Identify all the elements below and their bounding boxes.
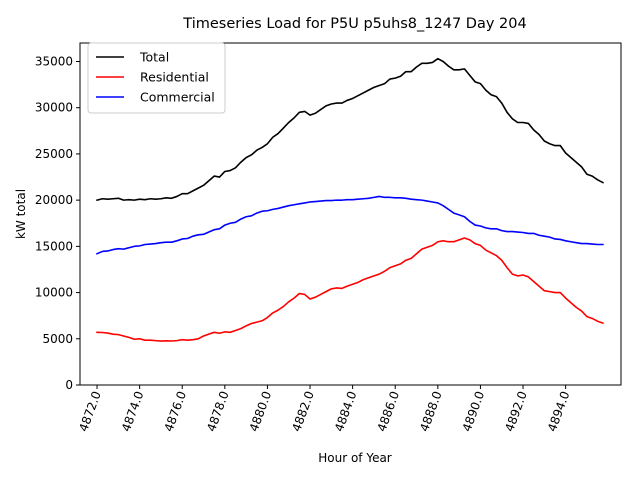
x-tick-label: 4876.0 xyxy=(162,389,190,433)
y-tick-label: 25000 xyxy=(35,147,73,161)
series-line-total xyxy=(96,57,604,202)
x-axis: 4872.0 4874.0 4876.0 4878.0 4880.0 4882.0 4884… xyxy=(76,385,572,433)
series-line-residential xyxy=(96,237,604,342)
legend-label-residential: Residential xyxy=(140,70,209,85)
x-tick-label: 4888.0 xyxy=(417,389,445,433)
series-layer xyxy=(95,57,604,342)
series-line-commercial xyxy=(95,195,604,255)
chart-title: Timeseries Load for P5U p5uhs8_1247 Day … xyxy=(182,16,526,32)
x-tick-label: 4874.0 xyxy=(119,389,147,433)
x-tick-label: 4878.0 xyxy=(204,389,232,433)
y-tick-label: 5000 xyxy=(42,332,73,346)
x-tick-label: 4892.0 xyxy=(502,389,530,433)
y-tick-label: 15000 xyxy=(35,239,73,253)
y-axis: 0 5000 10000 15000 20000 25000 30000 35000 xyxy=(35,54,80,392)
x-tick-label: 4894.0 xyxy=(545,389,573,433)
x-axis-label: Hour of Year xyxy=(318,451,392,465)
y-axis-label: kW total xyxy=(14,189,28,239)
plot-frame xyxy=(79,42,622,386)
x-tick-label: 4872.0 xyxy=(76,389,104,433)
y-tick-label: 30000 xyxy=(35,101,73,115)
y-tick-label: 20000 xyxy=(35,193,73,207)
legend-label-total: Total xyxy=(139,50,169,65)
x-tick-label: 4880.0 xyxy=(247,389,275,433)
x-tick-label: 4886.0 xyxy=(375,389,403,433)
legend: Total Residential Commercial xyxy=(87,42,226,114)
y-tick-label: 35000 xyxy=(35,54,73,68)
y-tick-label: 10000 xyxy=(35,286,73,300)
x-tick-label: 4890.0 xyxy=(460,389,488,433)
x-tick-label: 4884.0 xyxy=(332,389,360,433)
legend-box xyxy=(87,42,226,114)
legend-label-commercial: Commercial xyxy=(140,90,215,105)
y-tick-label: 0 xyxy=(65,378,73,392)
x-tick-label: 4882.0 xyxy=(289,389,317,433)
